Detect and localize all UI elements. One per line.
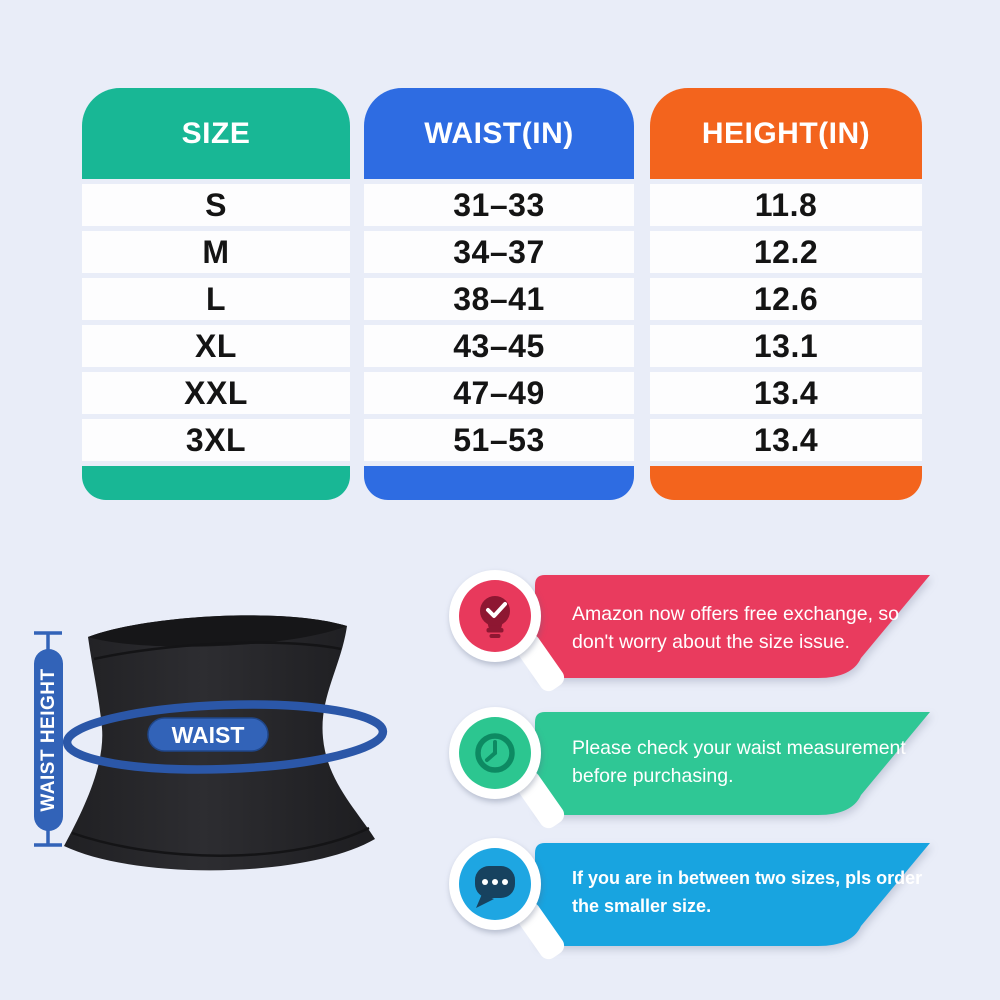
table-cell-waist-xl: 43–45 — [364, 325, 634, 367]
table-cell-size-xxl: XXL — [82, 372, 350, 414]
table-cell-size-xl: XL — [82, 325, 350, 367]
table-cell-waist-xxl: 47–49 — [364, 372, 634, 414]
size-chart-column-size: SIZE S M L XL XXL 3XL — [82, 88, 350, 500]
table-cell-waist-s: 31–33 — [364, 184, 634, 226]
table-cell-height-s: 11.8 — [650, 184, 922, 226]
column-footer-waist — [364, 466, 634, 500]
column-header-height: HEIGHT(IN) — [650, 88, 922, 179]
clock-icon — [475, 733, 515, 773]
waist-measure-ellipse — [62, 700, 388, 774]
table-cell-waist-l: 38–41 — [364, 278, 634, 320]
waist-height-marker: WAIST HEIGHT — [34, 631, 63, 847]
column-footer-size — [82, 466, 350, 500]
callout-banner-measure — [449, 707, 930, 829]
table-cell-size-m: M — [82, 231, 350, 273]
callout-text-exchange: Amazon now offers free exchange, so don'… — [572, 602, 899, 653]
column-header-waist: WAIST(IN) — [364, 88, 634, 179]
callout-text-between-sizes: If you are in between two sizes, pls ord… — [572, 868, 923, 916]
table-cell-waist-m: 34–37 — [364, 231, 634, 273]
table-cell-height-3xl: 13.4 — [650, 419, 922, 461]
table-cell-height-m: 12.2 — [650, 231, 922, 273]
table-cell-height-xxl: 13.4 — [650, 372, 922, 414]
lightbulb-check-icon — [480, 596, 510, 638]
callout-banner-between-sizes — [449, 838, 930, 960]
waist-label-pill: WAIST — [147, 717, 269, 752]
table-cell-size-3xl: 3XL — [82, 419, 350, 461]
size-chart-column-height: HEIGHT(IN) 11.8 12.2 12.6 13.1 13.4 13.4 — [650, 88, 922, 500]
waist-height-label: WAIST HEIGHT — [38, 668, 59, 811]
table-cell-height-xl: 13.1 — [650, 325, 922, 367]
table-cell-size-s: S — [82, 184, 350, 226]
callout-text-measure: Please check your waist measurement befo… — [572, 736, 906, 787]
waist-label: WAIST — [172, 722, 245, 748]
table-cell-height-l: 12.6 — [650, 278, 922, 320]
size-chart-column-waist: WAIST(IN) 31–33 34–37 38–41 43–45 47–49 … — [364, 88, 634, 500]
waist-trainer-illustration: WAIST WAIST HEIGHT — [34, 615, 388, 871]
column-footer-height — [650, 466, 922, 500]
table-cell-waist-3xl: 51–53 — [364, 419, 634, 461]
callout-banner-exchange — [449, 570, 930, 692]
column-header-size: SIZE — [82, 88, 350, 179]
table-cell-size-l: L — [82, 278, 350, 320]
chat-dots-icon — [475, 866, 515, 908]
